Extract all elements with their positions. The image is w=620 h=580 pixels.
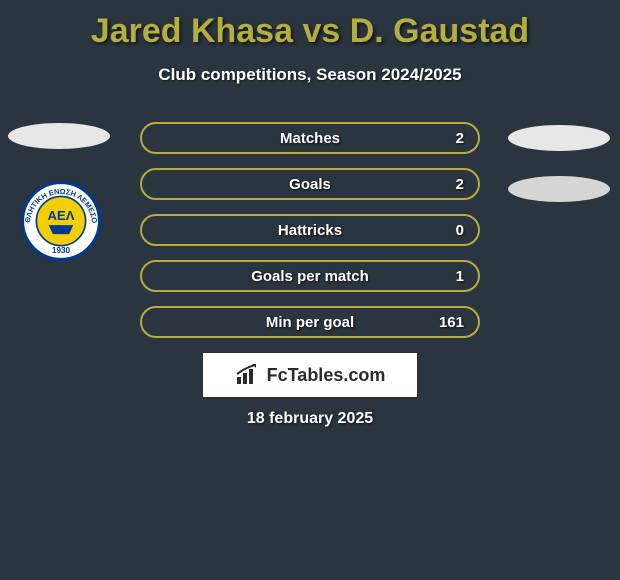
stat-value: 0 — [456, 222, 464, 239]
stat-label: Goals per match — [251, 268, 369, 285]
stats-list: Matches 2 Goals 2 Hattricks 0 Goals per … — [140, 122, 480, 352]
player-avatar-right-placeholder — [508, 125, 610, 151]
player-avatar-left-placeholder — [8, 123, 110, 149]
stat-value: 2 — [456, 176, 464, 193]
stat-row: Goals 2 — [140, 168, 480, 200]
stat-row: Goals per match 1 — [140, 260, 480, 292]
stat-row: Min per goal 161 — [140, 306, 480, 338]
stat-value: 161 — [439, 314, 464, 331]
stat-value: 1 — [456, 268, 464, 285]
club-badge-right-placeholder — [508, 176, 610, 202]
stat-label: Min per goal — [266, 314, 354, 331]
stat-label: Hattricks — [278, 222, 342, 239]
club-badge-left: ΑΘΛΗΤΙΚΗ ΕΝΩΣΗ ΛΕΜΕΣΟΥ ΑΕΛ 1930 — [20, 180, 102, 262]
stat-label: Matches — [280, 130, 340, 147]
page-title: Jared Khasa vs D. Gaustad — [0, 0, 620, 51]
footer-brand-text: FcTables.com — [267, 365, 386, 386]
club-badge-year: 1930 — [52, 246, 71, 255]
chart-icon — [235, 364, 261, 386]
club-badge-letters: ΑΕΛ — [48, 208, 75, 223]
stat-value: 2 — [456, 130, 464, 147]
page-subtitle: Club competitions, Season 2024/2025 — [0, 65, 620, 85]
stat-label: Goals — [289, 176, 331, 193]
stat-row: Hattricks 0 — [140, 214, 480, 246]
stat-row: Matches 2 — [140, 122, 480, 154]
footer-date: 18 february 2025 — [0, 410, 620, 428]
footer-attribution: FcTables.com — [202, 352, 418, 398]
